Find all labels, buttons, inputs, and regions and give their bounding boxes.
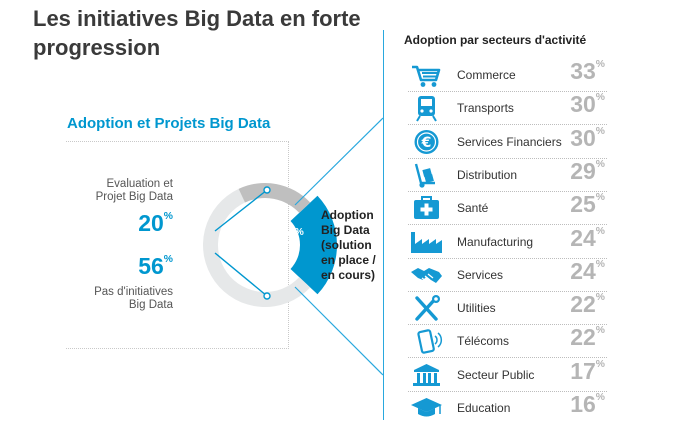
eval-slice (238, 183, 311, 213)
sector-percentage: 30% (570, 91, 605, 118)
adoption-section-title: Adoption et Projets Big Data (67, 115, 271, 132)
cart-icon (408, 61, 445, 89)
row-separator (408, 390, 607, 392)
sector-label: Santé (457, 201, 489, 216)
sector-label: Education (457, 401, 511, 415)
divider-line (383, 30, 384, 420)
sector-row: Commerce 33% (408, 58, 615, 92)
page-title: Les initiatives Big Data en forte progre… (33, 6, 361, 60)
sector-row: Télécoms 22% (408, 324, 615, 359)
sector-percentage: 16% (570, 391, 605, 417)
sector-label: Services Financiers (457, 134, 562, 149)
none-connector-dot (263, 292, 271, 300)
sector-percentage: 17% (570, 357, 605, 384)
institution-icon (408, 361, 445, 389)
no-initiative-percentage: 56% (138, 253, 173, 279)
phone-icon (408, 327, 445, 355)
sector-row: Transports 30% (408, 91, 615, 126)
sector-row: Secteur Public 17% (408, 357, 615, 392)
sector-percentage: 24% (570, 257, 605, 284)
sector-row: Distribution 29% (408, 157, 615, 192)
sector-label: Secteur Public (457, 367, 535, 382)
sector-label: Transports (457, 101, 514, 116)
row-separator (408, 124, 607, 126)
row-separator (408, 290, 607, 292)
sector-percentage: 22% (570, 324, 605, 351)
row-separator (408, 357, 607, 359)
sector-percentage: 33% (570, 58, 605, 84)
sector-row: Manufacturing 24% (408, 224, 615, 259)
none-connector (214, 252, 268, 297)
none-slice (202, 188, 311, 307)
sector-percentage: 22% (570, 291, 605, 318)
sector-chart-title: Adoption par secteurs d'activité (404, 33, 587, 47)
adoption-percentage: 24% (269, 226, 304, 252)
row-separator (408, 224, 607, 226)
row-separator (408, 190, 607, 192)
graduation-cap-icon (408, 394, 445, 422)
eval-connector (214, 189, 268, 232)
hand-truck-icon (408, 161, 445, 189)
row-separator (408, 257, 607, 259)
handshake-icon (408, 261, 445, 289)
sector-row: € Services Financiers 30% (408, 124, 615, 159)
euro-icon: € (408, 128, 445, 156)
sector-percentage: 25% (570, 191, 605, 218)
row-separator (408, 91, 607, 92)
medical-kit-icon (408, 194, 445, 222)
sector-label: Distribution (457, 167, 518, 182)
factory-icon (408, 228, 445, 256)
sector-row: Services 24% (408, 257, 615, 292)
no-initiative-label: Pas d'initiatives Big Data (94, 286, 173, 311)
sector-label: Télécoms (457, 334, 510, 349)
sector-percentage: 29% (570, 157, 605, 184)
row-separator (408, 157, 607, 159)
dotted-frame (66, 141, 289, 349)
adoption-label: Adoption Big Data (solution en place / e… (321, 208, 376, 282)
adoption-slice (290, 195, 338, 295)
eval-connector-dot (263, 186, 271, 194)
zoom-line-bottom (294, 286, 384, 376)
zoom-line-top (294, 117, 384, 206)
sector-label: Utilities (457, 301, 496, 316)
sector-row: Education 16% (408, 391, 615, 425)
sector-percentage: 30% (570, 124, 605, 151)
sector-label: Services (457, 267, 504, 282)
train-icon (408, 94, 445, 122)
sector-row: Utilities 22% (408, 291, 615, 326)
eval-percentage: 20% (138, 210, 173, 236)
eval-label: Evaluation et Projet Big Data (95, 178, 173, 203)
sector-row: Santé 25% (408, 191, 615, 226)
sector-label: Manufacturing (457, 234, 534, 249)
svg-text:€: € (421, 135, 432, 151)
row-separator (408, 324, 607, 326)
sector-label: Commerce (457, 68, 516, 82)
tools-icon (408, 294, 445, 322)
sector-percentage: 24% (570, 224, 605, 251)
